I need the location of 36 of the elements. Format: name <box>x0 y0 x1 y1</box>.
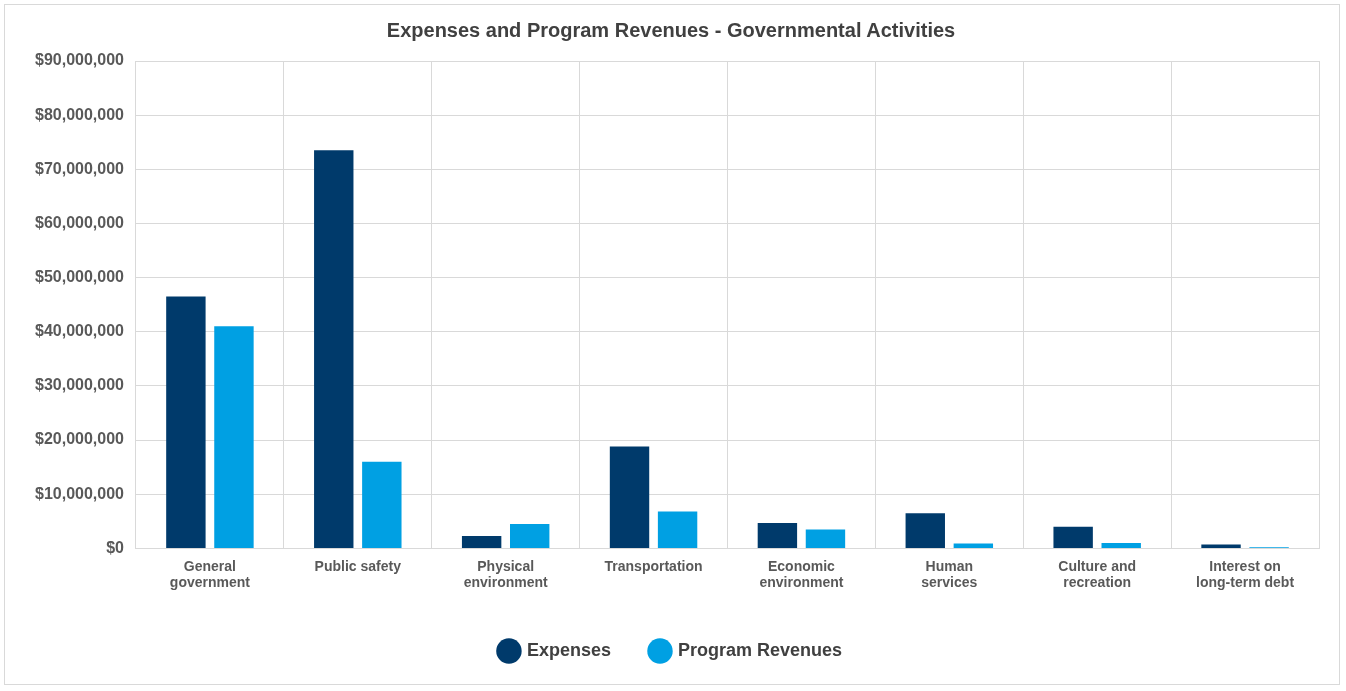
bar <box>805 529 846 548</box>
bar <box>166 296 206 548</box>
bar <box>1101 542 1141 548</box>
y-tick-label: $60,000,000 <box>34 213 125 231</box>
y-tick-label: $30,000,000 <box>34 376 125 394</box>
bar <box>905 513 945 548</box>
bar <box>757 522 798 548</box>
x-tick-label: Public safety <box>314 557 402 574</box>
x-tick-label: Human services <box>921 557 978 591</box>
x-tick-label: Interest on long-term debt <box>1196 557 1295 591</box>
x-tick-label: Physical environment <box>463 557 549 591</box>
y-tick-label: $50,000,000 <box>34 268 125 286</box>
y-tick-label: $80,000,000 <box>34 105 125 123</box>
y-tick-label: $40,000,000 <box>34 322 125 340</box>
legend-label: Expenses <box>526 639 611 660</box>
y-tick-label: $10,000,000 <box>34 484 125 502</box>
chart-title: Expenses and Program Revenues - Governmental Activities <box>386 18 956 41</box>
x-tick-label: General government <box>169 557 251 591</box>
bar <box>1201 544 1241 548</box>
bar <box>461 535 502 548</box>
x-tick-label: Transportation <box>604 557 703 574</box>
bar <box>510 524 550 548</box>
bar <box>314 150 354 548</box>
bar <box>657 511 698 548</box>
x-tick-label: Culture and recreation <box>1058 557 1137 591</box>
legend-label: Program Revenues <box>677 639 843 660</box>
x-tick-label: Economic environment <box>759 557 844 591</box>
y-tick-label: $0 <box>106 538 125 556</box>
y-tick-label: $70,000,000 <box>34 159 125 177</box>
y-tick-label: $20,000,000 <box>34 430 125 448</box>
y-tick-label: $90,000,000 <box>34 51 125 69</box>
bar <box>214 326 254 548</box>
bar <box>609 446 650 548</box>
bar <box>953 543 994 548</box>
bar <box>362 461 402 548</box>
bar <box>1053 526 1093 548</box>
